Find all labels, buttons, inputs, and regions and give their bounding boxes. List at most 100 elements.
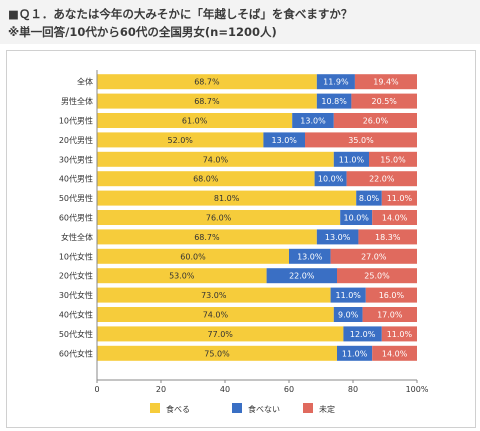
data-label-taberu: 73.0%: [201, 291, 227, 300]
data-label-tabenai: 10.8%: [321, 97, 347, 106]
data-label-tabenai: 12.0%: [350, 330, 376, 339]
x-tick-label: 40: [220, 385, 230, 394]
data-label-mitei: 18.3%: [375, 233, 401, 242]
data-label-taberu: 68.0%: [193, 175, 219, 184]
bar-mitei: [351, 93, 417, 109]
bar-mitei: [358, 229, 417, 245]
bar-mitei: [330, 248, 417, 264]
category-label: 20代男性: [59, 135, 93, 145]
data-label-tabenai: 11.0%: [339, 155, 365, 164]
data-label-tabenai: 10.0%: [343, 214, 369, 223]
bar-mitei: [362, 307, 417, 322]
data-label-mitei: 22.0%: [369, 175, 395, 184]
bar-mitei: [372, 210, 417, 225]
bar-mitei: [333, 113, 417, 128]
data-label-taberu: 52.0%: [167, 136, 193, 145]
data-label-mitei: 14.0%: [382, 349, 408, 358]
bar-taberu: [97, 229, 317, 245]
data-label-taberu: 75.0%: [204, 349, 230, 358]
bar-mitei: [346, 171, 417, 187]
data-label-mitei: 15.0%: [380, 155, 406, 164]
bar-mitei: [305, 132, 417, 148]
data-label-taberu: 68.7%: [194, 78, 220, 87]
category-label: 50代女性: [59, 329, 93, 339]
data-label-taberu: 60.0%: [180, 252, 206, 261]
legend-label-taberu: 食べる: [166, 404, 190, 414]
bar-tabenai: [289, 248, 331, 264]
data-label-tabenai: 8.0%: [359, 194, 380, 203]
data-label-taberu: 77.0%: [207, 330, 233, 339]
bar-taberu: [97, 248, 289, 264]
bar-taberu: [97, 307, 334, 322]
category-label: 男性全体: [61, 96, 93, 106]
bar-taberu: [97, 74, 317, 90]
bar-tabenai: [337, 345, 373, 361]
legend-label-tabenai: 食べない: [248, 404, 280, 414]
data-label-mitei: 25.0%: [364, 272, 390, 281]
data-label-taberu: 68.7%: [194, 233, 220, 242]
bar-taberu: [97, 132, 264, 148]
data-label-tabenai: 10.0%: [318, 175, 344, 184]
data-label-tabenai: 13.0%: [300, 117, 326, 126]
data-label-taberu: 74.0%: [203, 155, 229, 164]
category-label: 10代女性: [59, 251, 93, 261]
data-label-mitei: 17.0%: [377, 311, 403, 320]
bar-taberu: [97, 151, 334, 167]
bar-tabenai: [316, 93, 352, 109]
bar-tabenai: [266, 268, 337, 284]
bar-tabenai: [316, 74, 355, 90]
category-label: 50代男性: [59, 193, 93, 203]
category-label: 10代男性: [59, 116, 93, 126]
data-label-tabenai: 9.0%: [338, 311, 359, 320]
data-label-tabenai: 11.9%: [323, 78, 349, 87]
bar-taberu: [97, 190, 357, 206]
bar-taberu: [97, 268, 267, 284]
bar-mitei: [365, 287, 417, 303]
data-label-taberu: 53.0%: [169, 272, 195, 281]
category-label: 40代男性: [59, 174, 93, 184]
data-label-tabenai: 13.0%: [325, 233, 351, 242]
bar-taberu: [97, 171, 315, 187]
data-label-mitei: 11.0%: [387, 194, 413, 203]
bar-mitei: [337, 268, 417, 284]
x-tick-label: 80: [348, 385, 358, 394]
data-label-tabenai: 11.0%: [342, 349, 368, 358]
data-label-mitei: 27.0%: [361, 252, 387, 261]
bar-mitei: [381, 190, 417, 206]
data-label-tabenai: 22.0%: [289, 272, 315, 281]
category-label: 全体: [77, 77, 93, 87]
bar-tabenai: [314, 171, 347, 187]
chart-title: ■Ｑ１．あなたは今年の大みそかに「年越しそば」を食べますか？: [8, 7, 353, 21]
legend-swatch-taberu: [150, 403, 160, 413]
bar-tabenai: [343, 326, 382, 342]
data-label-tabenai: 11.0%: [335, 291, 361, 300]
category-label: 60代女性: [59, 348, 93, 358]
data-label-mitei: 16.0%: [379, 291, 405, 300]
data-label-tabenai: 13.0%: [271, 136, 297, 145]
category-label: 30代女性: [59, 290, 93, 300]
data-label-tabenai: 13.0%: [297, 252, 323, 261]
title-band: ■Ｑ１．あなたは今年の大みそかに「年越しそば」を食べますか？ ※単一回答/10代…: [0, 0, 480, 44]
bar-mitei: [354, 74, 417, 90]
bar-taberu: [97, 113, 293, 128]
x-tick-label: 100%: [406, 385, 429, 394]
bar-tabenai: [263, 132, 305, 148]
category-label: 60代男性: [59, 213, 93, 223]
bar-taberu: [97, 326, 344, 342]
data-label-taberu: 61.0%: [182, 117, 208, 126]
legend-label-mitei: 未定: [319, 404, 335, 414]
data-label-mitei: 11.0%: [387, 330, 413, 339]
data-label-taberu: 81.0%: [214, 194, 240, 203]
bar-mitei: [369, 151, 417, 167]
x-tick-label: 60: [284, 385, 294, 394]
chart-subtitle: ※単一回答/10代から60代の全国男女(n=1200人): [8, 25, 277, 39]
legend-swatch-mitei: [303, 403, 313, 413]
bar-tabenai: [316, 229, 359, 245]
data-label-mitei: 19.4%: [373, 78, 399, 87]
data-label-taberu: 68.7%: [194, 97, 220, 106]
category-label: 20代女性: [59, 271, 93, 281]
data-label-taberu: 74.0%: [203, 311, 229, 320]
data-label-mitei: 35.0%: [348, 136, 374, 145]
